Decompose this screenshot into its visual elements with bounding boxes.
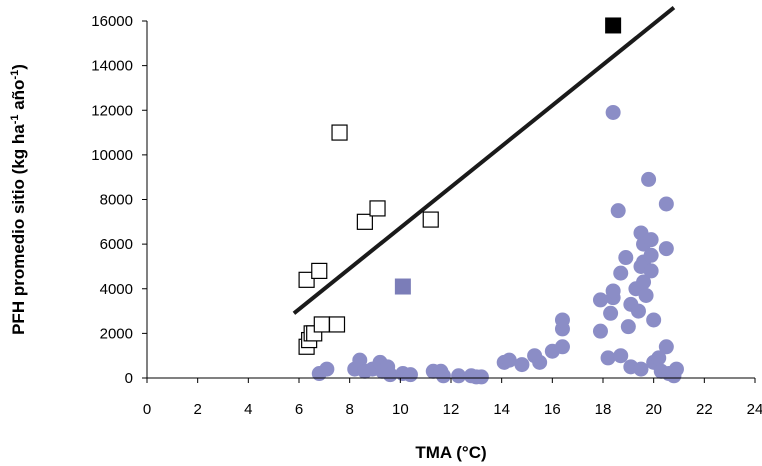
trendline <box>292 6 676 315</box>
x-tick-label: 12 <box>443 401 460 418</box>
y-tick-label: 2000 <box>100 325 133 342</box>
data-point-filled-square <box>605 17 622 34</box>
y-tick-label: 8000 <box>100 192 133 209</box>
data-point-circle <box>618 250 634 266</box>
data-point-circle <box>613 265 629 281</box>
data-point-circle <box>658 196 674 212</box>
y-tick-label: 4000 <box>100 281 133 298</box>
data-point-circle <box>636 274 652 290</box>
data-point-circle <box>592 292 608 308</box>
x-tick-label: 20 <box>645 401 662 418</box>
y-tick-label: 0 <box>125 370 133 387</box>
data-point-circle <box>658 339 674 355</box>
data-point-open-square <box>313 316 330 333</box>
data-point-circle <box>435 368 451 384</box>
x-tick-label: 0 <box>143 401 151 418</box>
data-point-open-square <box>328 316 346 333</box>
data-point-circle <box>473 369 489 385</box>
x-tick-label: 10 <box>392 401 409 418</box>
data-point-circle <box>603 305 619 321</box>
data-point-open-square <box>356 213 373 230</box>
y-axis-title: PFH promedio sitio (kg ha-1 año-1) <box>9 64 28 335</box>
data-point-circle <box>382 367 398 383</box>
data-point-circle <box>605 104 621 120</box>
data-point-circle <box>630 303 646 319</box>
data-point-open-square <box>298 271 315 288</box>
x-axis-title: TMA (°C) <box>415 443 486 462</box>
data-point-circle <box>610 203 626 219</box>
x-tick-label: 4 <box>244 401 252 418</box>
data-point-circle <box>668 361 684 377</box>
data-point-circle <box>613 348 629 364</box>
data-point-circle <box>554 339 570 355</box>
axes: 0 2 4 6 8 10 12 14 16 18 20 22 24 020004000600080001… <box>91 13 762 418</box>
data-point-circle <box>514 357 530 373</box>
data-point-circle <box>643 263 659 279</box>
data-point-circle <box>643 247 659 263</box>
y-axis-title-superscript: -1 <box>9 70 21 80</box>
x-tick-label: 2 <box>193 401 201 418</box>
data-point-open-square <box>369 200 386 217</box>
data-point-circle <box>646 312 662 328</box>
data-point-circle <box>600 350 616 366</box>
data-point-circle <box>641 171 657 187</box>
y-axis-title-part: PFH promedio sitio (kg ha <box>9 124 28 335</box>
data-point-circle <box>554 312 570 328</box>
y-tick-label: 14000 <box>91 58 133 75</box>
data-point-open-square <box>311 262 328 279</box>
x-tick-label: 22 <box>696 401 713 418</box>
data-point-circle <box>633 361 649 377</box>
data-point-circle <box>638 287 654 303</box>
y-axis-title-superscript: -1 <box>9 115 21 125</box>
data-point-filled-square <box>394 278 411 295</box>
data-point-circle <box>651 350 667 366</box>
y-axis-title-part: ) <box>9 64 28 70</box>
data-point-circle <box>402 367 418 383</box>
data-point-circle <box>620 319 636 335</box>
data-point-open-square <box>422 211 439 228</box>
x-tick-label: 24 <box>747 401 762 418</box>
x-tick-label: 18 <box>595 401 612 418</box>
x-axis-ticks: 0 2 4 6 8 10 12 14 16 18 20 22 24 <box>143 378 762 418</box>
plot-area <box>292 6 684 385</box>
data-point-circle <box>643 232 659 248</box>
y-tick-label: 6000 <box>100 236 133 253</box>
y-tick-label: 12000 <box>91 102 133 119</box>
data-point-circle <box>605 283 621 299</box>
data-point-circle <box>319 361 335 377</box>
y-axis-title-part: año <box>9 80 28 115</box>
data-point-circle <box>501 352 517 368</box>
data-point-circle <box>532 354 548 370</box>
data-point-circle <box>451 368 467 384</box>
data-point-circle <box>658 241 674 257</box>
x-tick-label: 8 <box>345 401 353 418</box>
y-tick-label: 10000 <box>91 147 133 164</box>
x-tick-label: 16 <box>544 401 561 418</box>
y-tick-label: 16000 <box>91 13 133 30</box>
data-point-circle <box>592 323 608 339</box>
y-axis-ticks: 0 2000 4000 6000 8000 10000 12000 14000 16000 <box>91 13 147 387</box>
data-point-circle <box>352 352 368 368</box>
x-tick-label: 6 <box>295 401 303 418</box>
x-tick-label: 14 <box>493 401 510 418</box>
data-point-open-square <box>331 124 348 141</box>
